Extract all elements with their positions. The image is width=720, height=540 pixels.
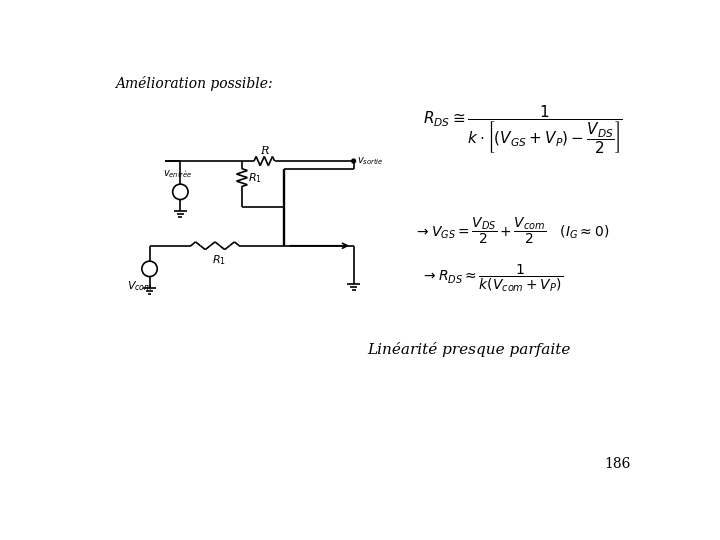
Text: Linéarité presque parfaite: Linéarité presque parfaite — [367, 342, 571, 357]
Text: $R_1$: $R_1$ — [248, 171, 262, 185]
Text: $v_{entr\acute{e}e}$: $v_{entr\acute{e}e}$ — [163, 168, 193, 179]
Circle shape — [351, 159, 356, 163]
Text: $V_{com}$: $V_{com}$ — [127, 280, 153, 293]
Text: Amélioration possible:: Amélioration possible: — [115, 76, 273, 91]
Text: R: R — [260, 146, 269, 157]
Text: 186: 186 — [604, 457, 631, 471]
Text: $\rightarrow R_{DS} \approx \dfrac{1}{k(V_{com}+V_P)}$: $\rightarrow R_{DS} \approx \dfrac{1}{k(… — [421, 262, 563, 294]
Text: $R_{DS} \cong \dfrac{1}{k \cdot \left[(V_{GS}+V_P)-\dfrac{V_{DS}}{2}\right]}$: $R_{DS} \cong \dfrac{1}{k \cdot \left[(V… — [423, 103, 623, 156]
Text: $\rightarrow V_{GS} = \dfrac{V_{DS}}{2} + \dfrac{V_{com}}{2} \quad (I_G \approx : $\rightarrow V_{GS} = \dfrac{V_{DS}}{2} … — [414, 215, 609, 246]
Text: $R_1$: $R_1$ — [212, 253, 226, 267]
Text: $v_{sortie}$: $v_{sortie}$ — [356, 155, 384, 167]
